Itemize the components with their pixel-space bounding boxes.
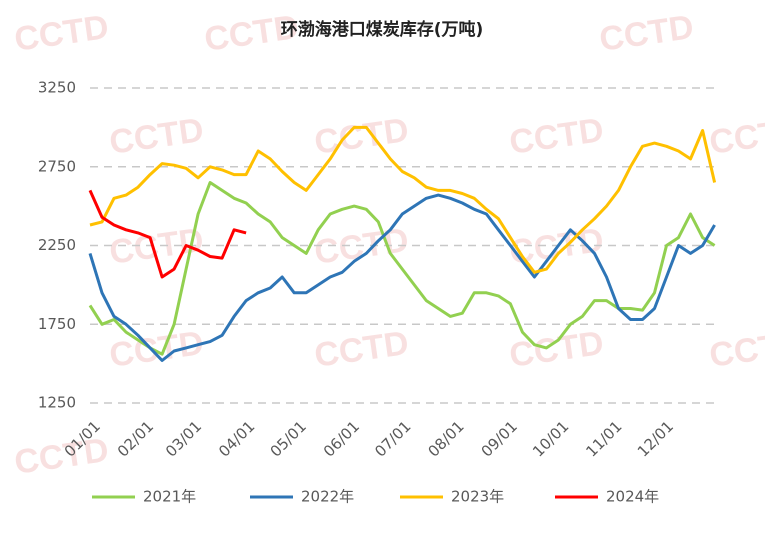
x-tick-label: 04/01 (215, 417, 258, 460)
watermark: CCTD (312, 111, 411, 162)
x-tick-label: 03/01 (162, 417, 205, 460)
x-tick-label: 02/01 (114, 417, 157, 460)
x-tick-label: 10/01 (529, 417, 572, 460)
series-line (88, 193, 716, 362)
y-tick-label: 3250 (38, 79, 76, 97)
watermark: CCTD (12, 8, 111, 59)
x-tick-label: 08/01 (424, 417, 467, 460)
x-tick-label: 06/01 (320, 417, 363, 460)
watermark: CCTD (107, 324, 206, 375)
watermark: CCTD (707, 111, 765, 162)
y-tick-label: 1750 (38, 315, 76, 333)
watermark: CCTD (597, 8, 696, 59)
watermark: CCTD (312, 221, 411, 272)
y-tick-label: 2250 (38, 236, 76, 254)
x-tick-label: 12/01 (634, 417, 677, 460)
watermark: CCTD (312, 324, 411, 375)
y-tick-label: 1250 (38, 394, 76, 412)
x-tick-label: 05/01 (267, 417, 310, 460)
series-line (88, 181, 716, 356)
legend-label: 2023年 (451, 488, 504, 506)
legend-label: 2024年 (606, 488, 659, 506)
watermark: CCTD (107, 111, 206, 162)
chart-title: 环渤海港口煤炭库存(万吨) (281, 19, 484, 40)
watermark: CCTD (707, 324, 765, 375)
legend-label: 2022年 (301, 488, 354, 506)
x-tick-label: 07/01 (371, 417, 414, 460)
legend-label: 2021年 (143, 488, 196, 506)
series-line (88, 189, 247, 279)
watermark: CCTD (12, 431, 111, 482)
x-tick-label: 11/01 (582, 417, 625, 460)
y-tick-label: 2750 (38, 157, 76, 175)
series-line (89, 125, 717, 274)
watermark: CCTD (507, 111, 606, 162)
x-tick-label: 09/01 (478, 417, 521, 460)
